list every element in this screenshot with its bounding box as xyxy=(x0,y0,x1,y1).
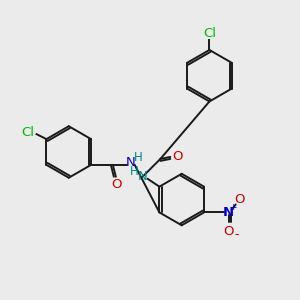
Text: Cl: Cl xyxy=(21,126,34,139)
Text: O: O xyxy=(234,193,245,206)
Text: Cl: Cl xyxy=(203,27,216,40)
Text: N: N xyxy=(223,206,234,219)
Text: O: O xyxy=(224,225,234,238)
Text: H: H xyxy=(130,165,139,178)
Text: H: H xyxy=(134,152,143,164)
Text: -: - xyxy=(235,228,239,241)
Text: +: + xyxy=(229,203,236,212)
Text: N: N xyxy=(126,156,136,170)
Text: O: O xyxy=(112,178,122,191)
Text: O: O xyxy=(172,150,182,164)
Text: N: N xyxy=(138,170,147,183)
